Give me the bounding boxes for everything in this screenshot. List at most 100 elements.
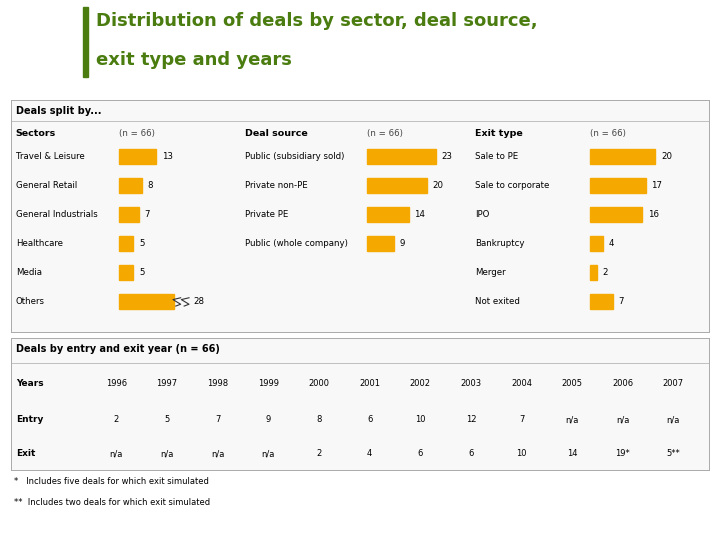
Text: 4: 4 [367, 449, 372, 458]
Text: Public (whole company): Public (whole company) [245, 239, 348, 248]
Text: Deal source: Deal source [245, 129, 307, 138]
Bar [367, 178, 427, 193]
Text: 6: 6 [418, 449, 423, 458]
Text: Sale to corporate: Sale to corporate [475, 181, 549, 190]
Bar [590, 265, 597, 280]
Text: 19*: 19* [616, 449, 630, 458]
Text: 5: 5 [139, 268, 145, 278]
Text: Sale to PE: Sale to PE [475, 152, 518, 161]
Text: 28: 28 [193, 298, 204, 306]
Text: 1998: 1998 [207, 379, 228, 388]
Text: 12: 12 [466, 415, 476, 424]
Bar [367, 149, 436, 164]
Text: Years: Years [17, 379, 44, 388]
Text: Merger: Merger [475, 268, 506, 278]
Text: 6: 6 [468, 449, 474, 458]
Text: 4: 4 [609, 239, 615, 248]
Bar [119, 237, 133, 252]
Text: 23: 23 [441, 152, 452, 161]
Text: 2006: 2006 [612, 379, 634, 388]
Text: Private PE: Private PE [245, 211, 288, 219]
Text: 5: 5 [164, 415, 170, 424]
Text: 1997: 1997 [156, 379, 178, 388]
Text: 7: 7 [215, 415, 220, 424]
Text: IPO: IPO [475, 211, 490, 219]
Text: 2000: 2000 [308, 379, 330, 388]
Text: 16: 16 [648, 211, 659, 219]
Text: 5**: 5** [667, 449, 680, 458]
Text: Healthcare: Healthcare [16, 239, 63, 248]
Bar [367, 237, 394, 252]
Text: 20: 20 [661, 152, 672, 161]
Text: Exit: Exit [17, 449, 36, 458]
Text: 17: 17 [651, 181, 662, 190]
Text: General Industrials: General Industrials [16, 211, 97, 219]
Text: 2005: 2005 [562, 379, 582, 388]
Bar [590, 237, 603, 252]
Bar [119, 265, 133, 280]
Bar [590, 178, 646, 193]
Bar [119, 178, 142, 193]
Text: 2: 2 [603, 268, 608, 278]
Bar [119, 294, 174, 309]
Text: Private non-PE: Private non-PE [245, 181, 307, 190]
Text: exit type and years: exit type and years [96, 51, 292, 69]
Text: (n = 66): (n = 66) [119, 129, 155, 138]
Text: 2003: 2003 [460, 379, 482, 388]
Text: (n = 66): (n = 66) [367, 129, 403, 138]
Text: 2: 2 [316, 449, 322, 458]
Text: 9: 9 [266, 415, 271, 424]
Bar [119, 207, 139, 222]
Text: Media: Media [16, 268, 42, 278]
Text: **  Includes two deals for which exit simulated: ** Includes two deals for which exit sim… [14, 498, 210, 507]
Text: Public (subsidiary sold): Public (subsidiary sold) [245, 152, 344, 161]
Text: 2007: 2007 [663, 379, 684, 388]
Text: 14: 14 [567, 449, 577, 458]
Bar [590, 294, 613, 309]
Bar [590, 149, 655, 164]
Text: n/a: n/a [211, 449, 225, 458]
Bar [119, 149, 156, 164]
Text: Deals split by...: Deals split by... [17, 106, 102, 116]
Text: Bankruptcy: Bankruptcy [475, 239, 525, 248]
Text: 1999: 1999 [258, 379, 279, 388]
Text: n/a: n/a [109, 449, 123, 458]
Bar [590, 207, 642, 222]
Text: Others: Others [16, 298, 45, 306]
Text: 14: 14 [415, 211, 426, 219]
Text: 5: 5 [139, 239, 145, 248]
Text: 9: 9 [400, 239, 405, 248]
Bar [83, 6, 88, 77]
Text: 43: 43 [687, 524, 701, 534]
Text: Entry: Entry [17, 415, 44, 424]
Text: 10: 10 [516, 449, 527, 458]
Text: Not exited: Not exited [475, 298, 520, 306]
Text: n/a: n/a [565, 415, 579, 424]
Text: (n = 66): (n = 66) [590, 129, 626, 138]
Text: 1996: 1996 [106, 379, 127, 388]
Text: 2004: 2004 [511, 379, 532, 388]
Text: n/a: n/a [616, 415, 629, 424]
Text: 8: 8 [316, 415, 322, 424]
Text: Exit type: Exit type [475, 129, 523, 138]
Text: 7: 7 [519, 415, 524, 424]
Text: 10: 10 [415, 415, 426, 424]
Text: 6: 6 [367, 415, 372, 424]
Text: Sectors: Sectors [16, 129, 56, 138]
Text: n/a: n/a [161, 449, 174, 458]
Text: 7: 7 [618, 298, 624, 306]
Text: 13: 13 [162, 152, 173, 161]
Text: 2001: 2001 [359, 379, 380, 388]
Bar [367, 207, 409, 222]
Text: n/a: n/a [667, 415, 680, 424]
Text: General Retail: General Retail [16, 181, 77, 190]
Text: 20: 20 [433, 181, 444, 190]
Text: Deals by entry and exit year (n = 66): Deals by entry and exit year (n = 66) [17, 344, 220, 354]
Text: n/a: n/a [261, 449, 275, 458]
Text: *   Includes five deals for which exit simulated: * Includes five deals for which exit sim… [14, 477, 210, 486]
Text: 7: 7 [145, 211, 150, 219]
Text: 2002: 2002 [410, 379, 431, 388]
Text: Travel & Leisure: Travel & Leisure [16, 152, 84, 161]
Text: 2: 2 [114, 415, 119, 424]
Text: Distribution of deals by sector, deal source,: Distribution of deals by sector, deal so… [96, 12, 537, 30]
